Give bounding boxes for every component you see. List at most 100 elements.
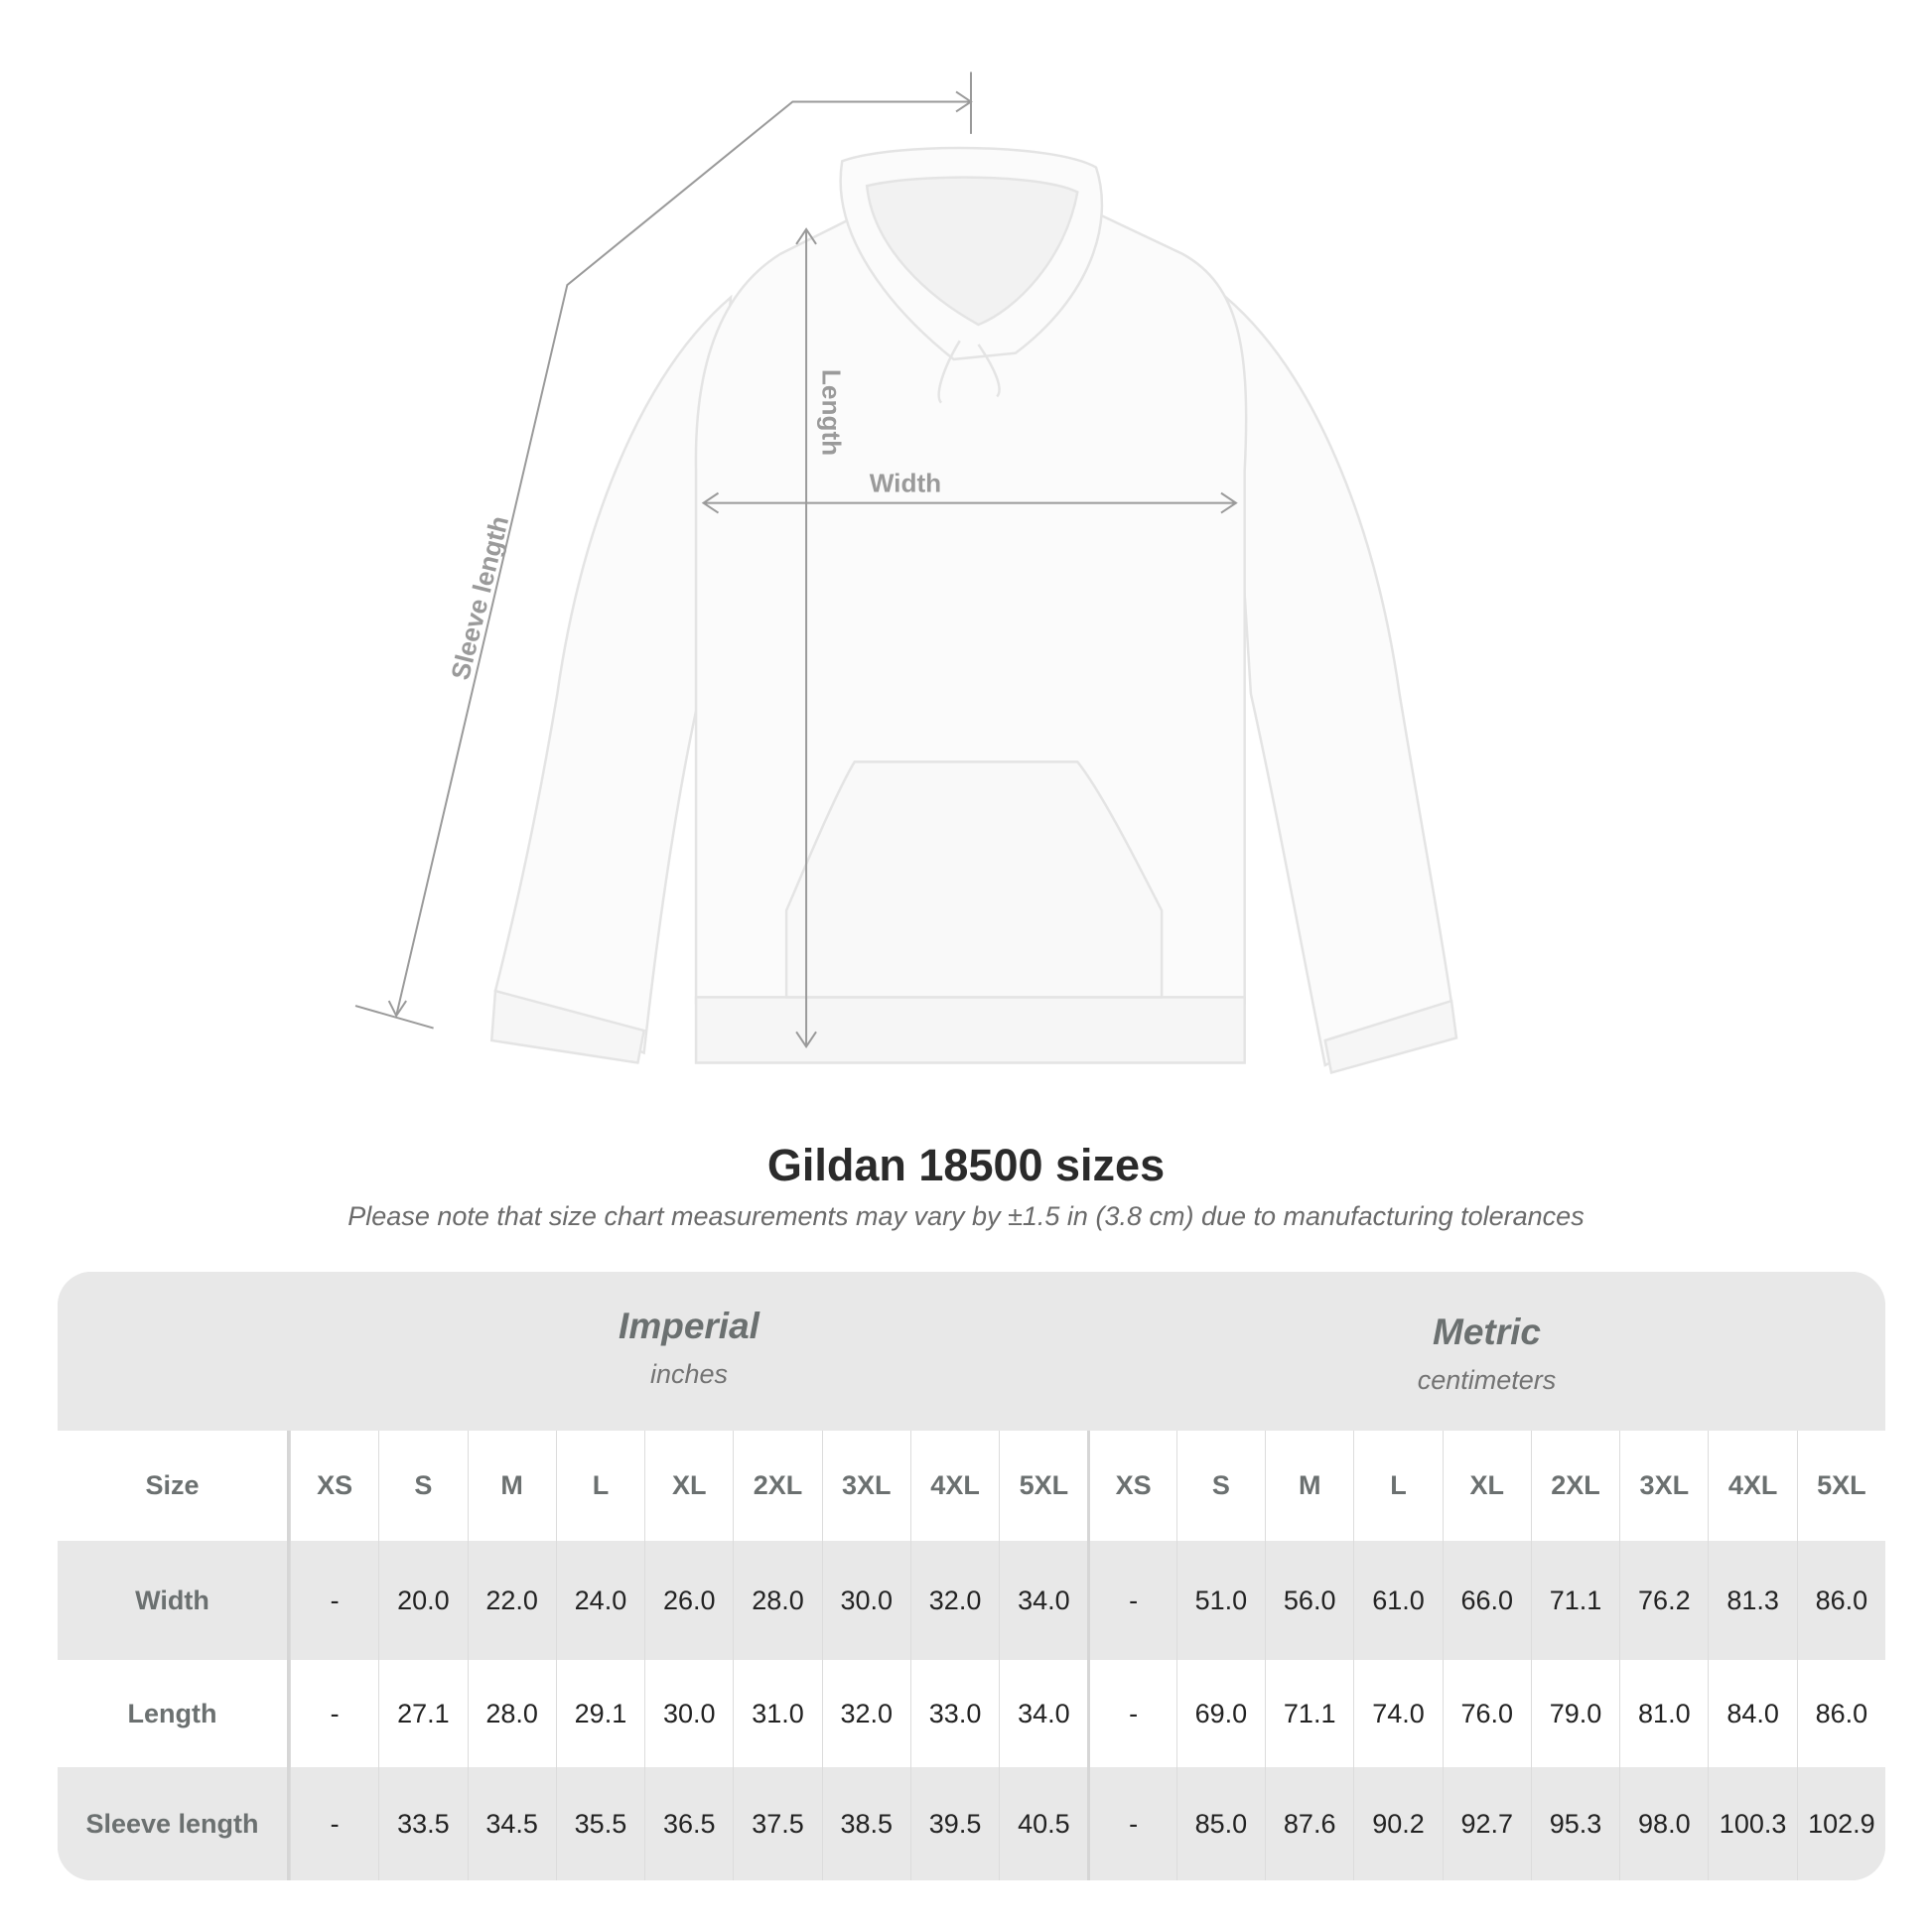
metric-value-2xl: 79.0: [1530, 1660, 1619, 1767]
metric-size-xl: XL: [1442, 1431, 1531, 1541]
imperial-value-3xl: 30.0: [821, 1541, 910, 1660]
row-label: Sleeve length: [58, 1767, 290, 1880]
imperial-value-s: 20.0: [378, 1541, 467, 1660]
imperial-value-xs: -: [289, 1767, 378, 1880]
table-row-length: Length -27.1 28.0 29.1 30.0 31.0 32.0 33.0 34.0-…: [58, 1660, 1885, 1767]
imperial-size-3xl: 3XL: [821, 1431, 910, 1541]
imperial-value-m: 22.0: [467, 1541, 556, 1660]
imperial-value-3xl: 32.0: [821, 1660, 910, 1767]
imperial-size-m: M: [467, 1431, 556, 1541]
imperial-value-5xl: 34.0: [999, 1660, 1087, 1767]
chart-title: Gildan 18500 sizes: [766, 1140, 1166, 1190]
imperial-value-m: 34.5: [467, 1767, 556, 1880]
length-line: [795, 227, 817, 1049]
metric-value-xs: -: [1087, 1660, 1175, 1767]
metric-value-s: 69.0: [1175, 1660, 1265, 1767]
metric-size-2xl: 2XL: [1530, 1431, 1619, 1541]
imperial-value-2xl: 31.0: [733, 1660, 821, 1767]
imperial-value-xl: 30.0: [644, 1660, 733, 1767]
metric-value-3xl: 81.0: [1619, 1660, 1708, 1767]
metric-value-xs: -: [1087, 1541, 1175, 1660]
measurement-lines: [354, 71, 1238, 1049]
unit-header-band: Imperial inches Metric centimeters: [58, 1272, 1885, 1431]
metric-value-l: 74.0: [1353, 1660, 1442, 1767]
metric-unit: centimeters: [1417, 1365, 1557, 1395]
chart-subtitle: Please note that size chart measurements…: [347, 1201, 1585, 1231]
imperial-value-2xl: 37.5: [733, 1767, 821, 1880]
imperial-size-5xl: 5XL: [999, 1431, 1087, 1541]
imperial-header: Imperial inches: [290, 1306, 1088, 1390]
metric-value-5xl: 86.0: [1796, 1660, 1885, 1767]
imperial-value-xl: 36.5: [644, 1767, 733, 1880]
metric-title: Metric: [1433, 1311, 1541, 1352]
metric-value-s: 51.0: [1175, 1541, 1265, 1660]
imperial-value-5xl: 40.5: [999, 1767, 1087, 1880]
metric-value-5xl: 86.0: [1796, 1541, 1885, 1660]
imperial-size-4xl: 4XL: [909, 1431, 999, 1541]
hoodie-illustration: [489, 146, 1458, 1074]
imperial-size-s: S: [378, 1431, 467, 1541]
metric-size-l: L: [1353, 1431, 1442, 1541]
imperial-value-s: 27.1: [378, 1660, 467, 1767]
imperial-value-5xl: 34.0: [999, 1541, 1087, 1660]
metric-value-l: 90.2: [1353, 1767, 1442, 1880]
imperial-size-2xl: 2XL: [733, 1431, 821, 1541]
imperial-title: Imperial: [619, 1306, 759, 1346]
metric-header: Metric centimeters: [1088, 1311, 1885, 1396]
metric-value-4xl: 84.0: [1708, 1660, 1796, 1767]
imperial-value-l: 24.0: [555, 1541, 644, 1660]
imperial-unit: inches: [649, 1359, 729, 1389]
imperial-value-l: 29.1: [555, 1660, 644, 1767]
imperial-size-xl: XL: [644, 1431, 733, 1541]
metric-value-2xl: 71.1: [1530, 1541, 1619, 1660]
metric-value-2xl: 95.3: [1530, 1767, 1619, 1880]
imperial-value-m: 28.0: [467, 1660, 556, 1767]
metric-value-4xl: 100.3: [1708, 1767, 1796, 1880]
sleeve-length-line: [395, 100, 971, 1017]
imperial-value-3xl: 38.5: [821, 1767, 910, 1880]
metric-value-s: 85.0: [1175, 1767, 1265, 1880]
imperial-value-l: 35.5: [555, 1767, 644, 1880]
metric-value-3xl: 98.0: [1619, 1767, 1708, 1880]
imperial-value-4xl: 32.0: [909, 1541, 999, 1660]
metric-size-m: M: [1265, 1431, 1353, 1541]
metric-size-4xl: 4XL: [1708, 1431, 1796, 1541]
imperial-value-xs: -: [289, 1541, 378, 1660]
metric-value-xl: 66.0: [1442, 1541, 1531, 1660]
imperial-size-l: L: [555, 1431, 644, 1541]
size-header-row: Size XS S M L XL 2XL 3XL 4XL 5XL XS S M L XL 2XL 3XL 4XL 5…: [58, 1431, 1885, 1541]
length-label: Length: [816, 369, 846, 456]
metric-size-3xl: 3XL: [1619, 1431, 1708, 1541]
row-label: Width: [58, 1541, 290, 1660]
metric-value-3xl: 76.2: [1619, 1541, 1708, 1660]
sleeve-bottom-tick: [354, 1005, 434, 1030]
metric-value-5xl: 102.9: [1796, 1767, 1885, 1880]
row-label: Length: [58, 1660, 290, 1767]
metric-value-l: 61.0: [1353, 1541, 1442, 1660]
table-row-width: Width -20.0 22.0 24.0 26.0 28.0 30.0 32.0 34.0-5…: [58, 1541, 1885, 1660]
width-label: Width: [870, 468, 941, 497]
imperial-value-xl: 26.0: [644, 1541, 733, 1660]
metric-value-m: 56.0: [1265, 1541, 1353, 1660]
imperial-value-4xl: 33.0: [909, 1660, 999, 1767]
imperial-value-4xl: 39.5: [909, 1767, 999, 1880]
sleeve-length-label: Sleeve length: [445, 513, 514, 683]
imperial-value-s: 33.5: [378, 1767, 467, 1880]
metric-value-m: 71.1: [1265, 1660, 1353, 1767]
metric-value-xl: 76.0: [1442, 1660, 1531, 1767]
metric-value-xs: -: [1087, 1767, 1175, 1880]
imperial-value-xs: -: [289, 1660, 378, 1767]
size-table: Imperial inches Metric centimeters Size X…: [58, 1272, 1885, 1880]
table-row-sleeve-length: Sleeve length -33.5 34.5 35.5 36.5 37.5 38.5 39…: [58, 1767, 1885, 1880]
size-header-label: Size: [58, 1431, 290, 1541]
metric-value-4xl: 81.3: [1708, 1541, 1796, 1660]
metric-size-xs: XS: [1087, 1431, 1175, 1541]
metric-size-s: S: [1175, 1431, 1265, 1541]
hoodie-measurement-diagram: Sleeve length Length Width: [354, 71, 1458, 1074]
metric-value-m: 87.6: [1265, 1767, 1353, 1880]
imperial-value-2xl: 28.0: [733, 1541, 821, 1660]
imperial-size-xs: XS: [289, 1431, 378, 1541]
width-line: [701, 491, 1238, 514]
metric-size-5xl: 5XL: [1796, 1431, 1885, 1541]
metric-value-xl: 92.7: [1442, 1767, 1531, 1880]
